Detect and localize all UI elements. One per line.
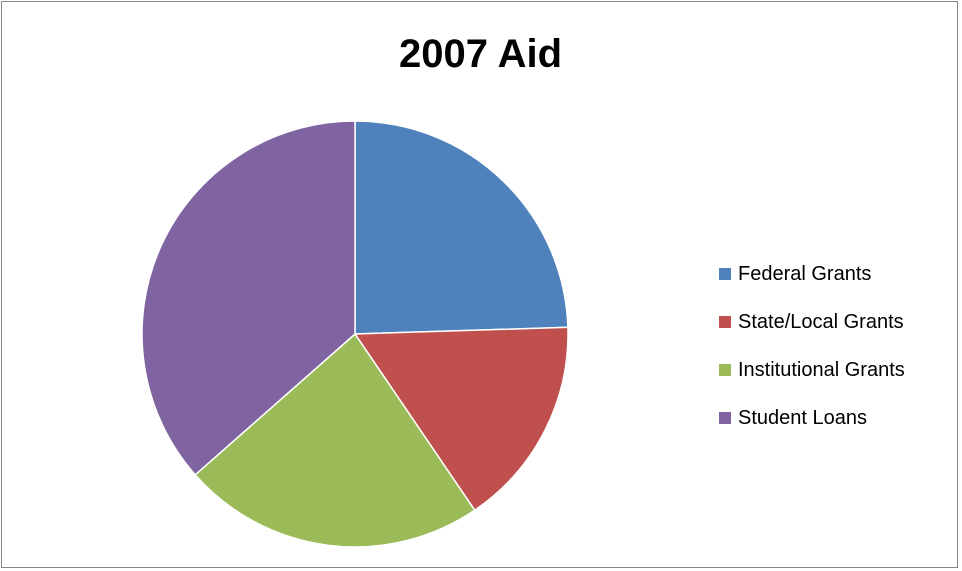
pie-slice-state-local-grants [353,326,569,512]
legend-label: Institutional Grants [738,358,905,381]
legend: Federal Grants State/Local Grants Institut… [719,250,905,442]
legend-label: Student Loans [738,406,867,429]
legend-swatch [719,364,731,376]
legend-swatch [719,316,731,328]
legend-label: Federal Grants [738,262,872,285]
legend-item-institutional-grants: Institutional Grants [719,346,905,394]
pie-slice-institutional-grants [194,332,476,548]
pie-slice-student-loans [141,120,356,476]
legend-item-state-local-grants: State/Local Grants [719,298,905,346]
legend-swatch [719,268,731,280]
legend-swatch [719,412,731,424]
legend-label: State/Local Grants [738,310,904,333]
legend-item-federal-grants: Federal Grants [719,250,905,298]
pie-slice-federal-grants [354,120,569,335]
chart-title: 2007 Aid [398,32,563,76]
legend-item-student-loans: Student Loans [719,394,905,442]
